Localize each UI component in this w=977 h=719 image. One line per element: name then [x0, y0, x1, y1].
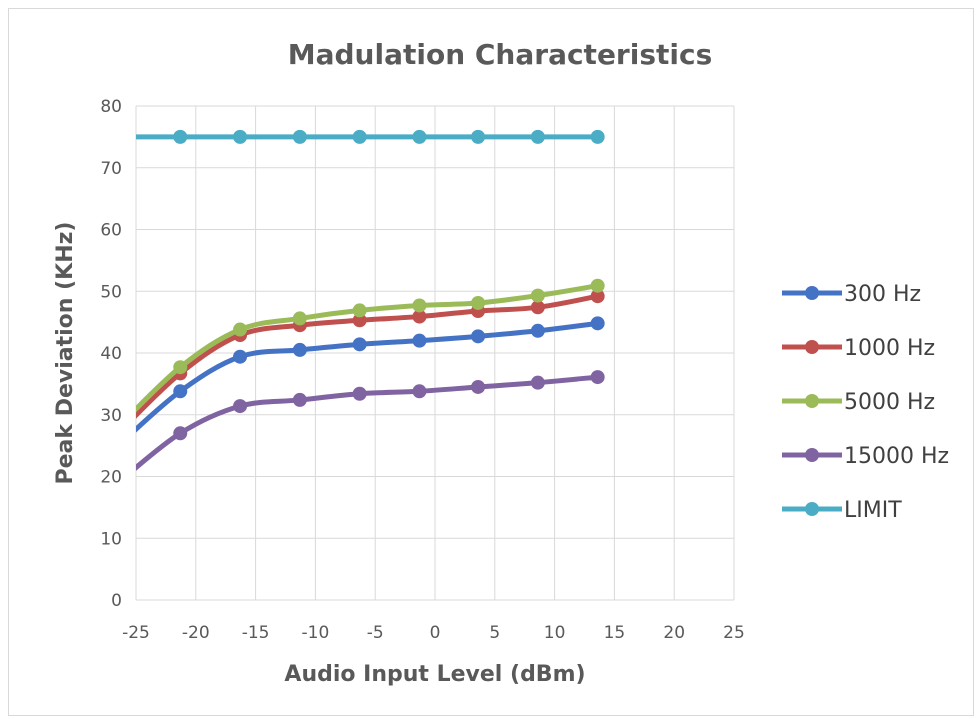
series-4	[136, 129, 605, 144]
data-point	[292, 342, 307, 357]
y-tick-label: 60	[100, 221, 122, 241]
data-point	[471, 295, 486, 310]
legend-swatch-marker	[805, 448, 819, 462]
legend-label: 15000 Hz	[844, 444, 949, 469]
data-point	[590, 370, 605, 385]
data-point	[352, 303, 367, 318]
legend-swatch-marker	[805, 286, 819, 300]
legend-item: 5000 Hz	[782, 390, 935, 415]
data-point	[233, 399, 248, 414]
data-point	[530, 288, 545, 303]
data-point	[352, 386, 367, 401]
data-point	[412, 129, 427, 144]
y-tick-label: 30	[100, 406, 122, 426]
series-layer	[136, 129, 605, 471]
data-point	[173, 360, 188, 375]
y-tick-label: 50	[100, 282, 122, 302]
series-3	[136, 370, 605, 471]
legend-label: 300 Hz	[844, 282, 921, 307]
data-point	[471, 329, 486, 344]
legend-swatch-marker	[805, 394, 819, 408]
x-tick-label: 10	[544, 623, 566, 643]
legend: 300 Hz 1000 Hz 5000 Hz 15000 Hz LIMIT	[782, 282, 949, 523]
x-tick-label: 5	[489, 623, 500, 643]
chart-frame	[8, 8, 974, 716]
data-point	[352, 313, 367, 328]
data-point	[233, 322, 248, 337]
x-tick-label: -15	[242, 623, 270, 643]
data-point	[590, 316, 605, 331]
data-point	[412, 298, 427, 313]
x-axis-title: Audio Input Level (dBm)	[284, 662, 585, 687]
y-tick-label: 10	[100, 529, 122, 549]
data-point	[471, 379, 486, 394]
x-tick-label: 25	[723, 623, 745, 643]
data-point	[590, 289, 605, 304]
x-tick-label: 0	[430, 623, 441, 643]
data-point	[412, 384, 427, 399]
data-point	[412, 333, 427, 348]
data-point	[412, 309, 427, 324]
data-point	[471, 129, 486, 144]
y-tick-label: 0	[111, 591, 122, 611]
data-point	[530, 323, 545, 338]
x-tick-label: -20	[182, 623, 210, 643]
legend-label: 5000 Hz	[844, 390, 935, 415]
data-point	[173, 384, 188, 399]
data-point	[352, 129, 367, 144]
x-tick-label: 20	[663, 623, 685, 643]
y-tick-label: 70	[100, 159, 122, 179]
x-tick-label: 15	[604, 623, 626, 643]
series-2	[136, 278, 605, 413]
chart-title: Madulation Characteristics	[288, 38, 713, 71]
legend-swatch-marker	[805, 340, 819, 354]
data-point	[173, 426, 188, 441]
y-axis-title: Peak Deviation (KHz)	[53, 222, 78, 485]
series-0	[136, 316, 605, 433]
legend-item: 300 Hz	[782, 282, 921, 307]
x-tick-label: -5	[367, 623, 384, 643]
y-tick-label: 40	[100, 344, 122, 364]
data-point	[530, 129, 545, 144]
grid-layer	[135, 105, 735, 601]
tick-layer: 0 10 20 30 40 50 60 70 80 -25 -20 -15 -10 -5 0 5 10 15 20 2…	[100, 97, 744, 643]
legend-label: 1000 Hz	[844, 336, 935, 361]
legend-item: 1000 Hz	[782, 336, 935, 361]
data-point	[292, 392, 307, 407]
data-point	[292, 129, 307, 144]
x-tick-label: -10	[302, 623, 330, 643]
legend-swatch-marker	[805, 502, 819, 516]
data-point	[173, 129, 188, 144]
legend-item: LIMIT	[782, 498, 902, 523]
data-point	[292, 311, 307, 326]
data-point	[233, 129, 248, 144]
data-point	[530, 300, 545, 315]
legend-item: 15000 Hz	[782, 444, 949, 469]
data-point	[233, 349, 248, 364]
data-point	[530, 375, 545, 390]
data-point	[352, 337, 367, 352]
x-tick-label: -25	[122, 623, 150, 643]
legend-label: LIMIT	[844, 498, 902, 523]
y-tick-label: 80	[100, 97, 122, 117]
data-point	[590, 129, 605, 144]
y-tick-label: 20	[100, 468, 122, 488]
data-point	[590, 278, 605, 293]
